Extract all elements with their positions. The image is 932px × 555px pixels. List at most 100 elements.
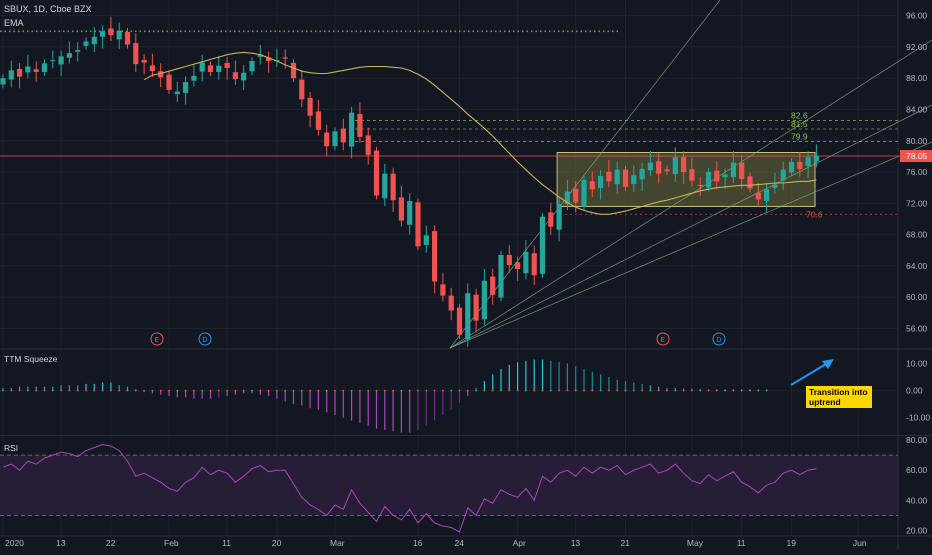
price-axis-tick: 56.00 — [906, 323, 928, 333]
squeeze-dot — [583, 389, 585, 392]
candle-body — [224, 62, 230, 69]
candle-body — [75, 50, 81, 52]
candle-body — [241, 72, 247, 81]
price-axis-tick: 60.00 — [906, 292, 928, 302]
candle-body — [456, 307, 463, 335]
squeeze-dot — [350, 389, 353, 392]
candle-body — [124, 31, 131, 45]
callout-arrow-shaft — [790, 363, 827, 386]
candle-body — [174, 91, 180, 95]
candle-body — [382, 173, 388, 199]
candle-body — [91, 36, 97, 45]
price-axis-tick: 92.00 — [906, 42, 928, 52]
time-axis-label: 16 — [413, 538, 423, 548]
candle-body — [423, 235, 429, 245]
candle-body — [0, 78, 6, 85]
rsi-band — [0, 455, 898, 516]
candle-body — [307, 97, 313, 116]
squeeze-dot — [2, 389, 4, 392]
squeeze-dot — [334, 389, 336, 392]
candle-body — [58, 56, 64, 65]
squeeze-dot — [51, 389, 54, 392]
squeeze-dot — [193, 389, 195, 392]
squeeze-dot — [475, 389, 477, 392]
time-axis-label: 2020 — [5, 538, 24, 548]
squeeze-dot — [549, 389, 552, 392]
squeeze-dot — [400, 389, 403, 392]
candle-body — [689, 169, 695, 181]
callout-text-line-2: uptrend — [809, 397, 841, 407]
candle-body — [8, 70, 14, 80]
squeeze-dot — [43, 389, 46, 392]
squeeze-dot — [226, 389, 229, 392]
candle-body — [232, 72, 238, 79]
candle-body — [191, 75, 197, 81]
candle-body — [166, 74, 172, 90]
candle-body — [398, 197, 404, 221]
squeeze-dot — [691, 389, 693, 392]
squeeze-dot — [300, 389, 303, 392]
squeeze-dot — [383, 389, 386, 392]
candle-body — [448, 295, 454, 311]
squeeze-dot — [632, 389, 635, 392]
squeeze-dot — [516, 389, 519, 392]
candle-body — [755, 192, 761, 200]
callout-text-line-1: Transition into — [809, 387, 868, 397]
candle-body — [324, 132, 330, 147]
squeeze-dot — [209, 389, 212, 392]
candle-body — [598, 175, 604, 188]
squeeze-dot — [168, 389, 170, 392]
candle-body — [813, 156, 819, 162]
squeeze-dot — [76, 389, 79, 392]
squeeze-dot — [101, 389, 104, 392]
squeeze-dot — [682, 389, 685, 392]
candle-body — [141, 59, 147, 63]
squeeze-dot — [392, 389, 394, 392]
candle-body — [407, 200, 413, 225]
squeeze-dot — [325, 389, 328, 392]
candle-body — [199, 62, 205, 72]
squeeze-dot — [408, 389, 411, 392]
squeeze-dot — [608, 389, 610, 392]
squeeze-dot — [176, 389, 179, 392]
candle-body — [41, 63, 48, 72]
earnings-marker[interactable] — [150, 332, 164, 346]
candle-body — [349, 112, 355, 147]
squeeze-dot — [159, 389, 162, 392]
candle-body — [249, 60, 255, 72]
dividend-marker[interactable] — [198, 332, 212, 346]
earnings-marker[interactable] — [656, 332, 670, 346]
time-axis-label: 20 — [272, 538, 282, 548]
squeeze-dot — [483, 389, 486, 392]
time-axis-label: 13 — [56, 538, 66, 548]
candle-body — [797, 161, 803, 169]
squeeze-dot — [641, 389, 643, 392]
squeeze-dot — [134, 389, 137, 392]
rsi-axis-tick: 60.00 — [906, 465, 928, 475]
level-label: 81.5 — [791, 119, 808, 129]
price-axis-tick: 96.00 — [906, 11, 928, 21]
dividend-marker[interactable] — [712, 332, 726, 346]
time-axis-label: 13 — [571, 538, 581, 548]
squeeze-dot — [757, 389, 760, 392]
candle-body — [780, 169, 786, 181]
squeeze-dot — [359, 389, 361, 392]
candle-body — [622, 169, 629, 187]
squeeze-dot — [574, 389, 577, 392]
earnings-marker-label: E — [154, 337, 159, 344]
time-axis-label: 24 — [455, 538, 465, 548]
squeeze-dot — [68, 389, 71, 392]
candle-body — [705, 172, 712, 188]
squeeze-dot — [60, 389, 62, 392]
candle-body — [523, 251, 529, 274]
rsi-axis-tick: 20.00 — [906, 525, 928, 535]
last-price-label: 78.05 — [906, 151, 928, 161]
candle-body — [365, 135, 371, 155]
squeeze-dot — [118, 389, 121, 392]
callout-box — [806, 386, 872, 408]
candle-body — [581, 179, 587, 207]
trend-fan-line — [449, 141, 932, 349]
time-axis-label: Jun — [853, 538, 867, 548]
